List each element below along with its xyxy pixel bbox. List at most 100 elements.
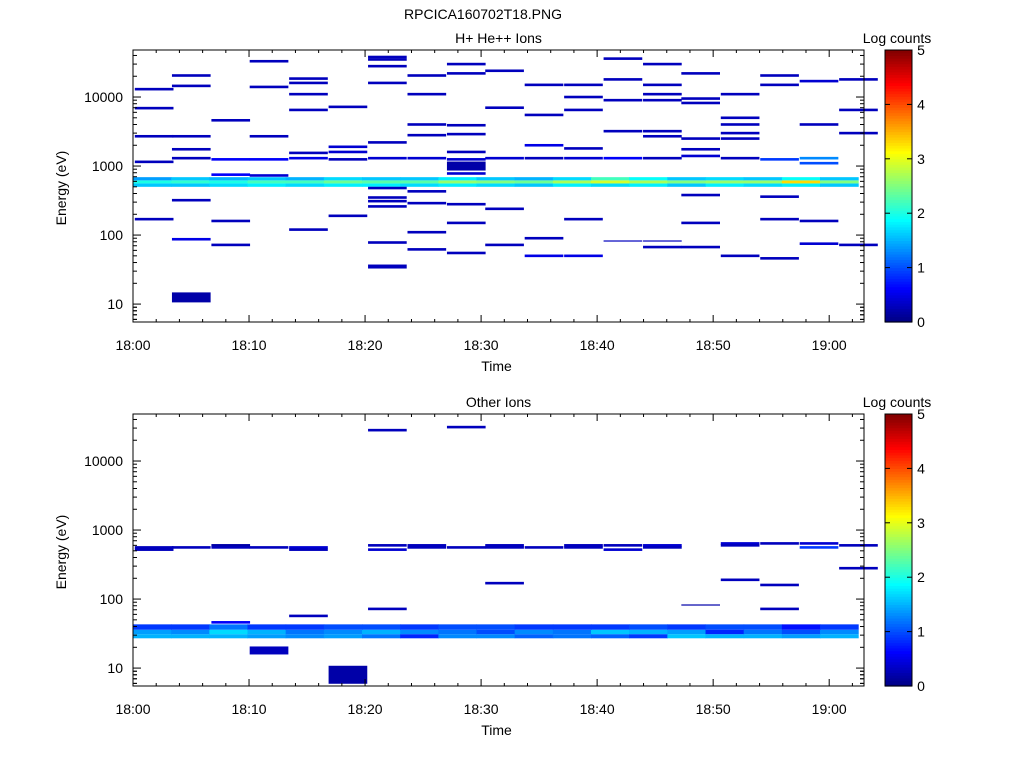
colorbar-segment [885, 637, 912, 641]
band-cell [171, 183, 210, 187]
colorbar-segment [885, 661, 912, 665]
band-cell [209, 180, 249, 184]
colorbar-segment [885, 66, 912, 70]
data-cell [289, 548, 328, 551]
colorbar-segment [885, 495, 912, 499]
band-cell [323, 183, 363, 187]
data-cell [799, 542, 839, 545]
colorbar-segment [885, 286, 912, 290]
colorbar-segment [885, 226, 912, 231]
data-cell [134, 87, 174, 91]
band-cell [705, 629, 745, 635]
colorbar-segment [885, 517, 912, 521]
data-cell [289, 81, 328, 85]
band-cell [629, 180, 668, 184]
colorbar-segment [885, 229, 912, 233]
band-cell [438, 634, 478, 639]
data-cell [368, 186, 407, 190]
colorbar-segment [885, 441, 912, 445]
colorbar-segment [885, 672, 912, 676]
colorbar-segment [885, 547, 912, 551]
band-cell [247, 183, 287, 187]
data-cell [446, 150, 486, 154]
colorbar-segment [885, 311, 912, 315]
data-cell [643, 129, 682, 133]
data-cell [368, 141, 407, 144]
colorbar-segment [885, 623, 912, 627]
band-cell [362, 177, 401, 181]
colorbar-segment [885, 313, 912, 318]
data-cell [564, 254, 603, 258]
colorbar-segment [885, 473, 912, 478]
data-cell [211, 158, 251, 161]
data-cell [603, 78, 643, 81]
colorbar-segment [885, 626, 912, 630]
colorbar-segment [885, 642, 912, 646]
colorbar-segment [885, 609, 912, 614]
colorbar-segment [885, 607, 912, 611]
colorbar-segment [885, 142, 912, 146]
colorbar-segment [885, 213, 912, 217]
band-cell [667, 629, 707, 635]
data-cell [211, 118, 251, 122]
band-cell [323, 624, 363, 630]
data-cell [760, 607, 799, 611]
colorbar-segment [885, 427, 912, 431]
band-cell [133, 634, 172, 639]
data-cell [328, 105, 368, 109]
data-cell [564, 544, 603, 547]
y-tick-label: 1000 [92, 522, 123, 538]
colorbar-segment [885, 196, 912, 201]
colorbar-segment [885, 207, 912, 212]
data-cell [211, 544, 251, 547]
colorbar-segment [885, 107, 912, 111]
colorbar-segment [885, 300, 912, 304]
colorbar-segment [885, 69, 912, 73]
colorbar-segment [885, 104, 912, 108]
data-cell [171, 198, 211, 202]
colorbar-segment [885, 172, 912, 176]
band-cell [705, 177, 745, 181]
panel-2: Other Ions 18:00 18:10 18:20 18:30 18:40 18:50… [53, 394, 931, 738]
band-cell [438, 629, 478, 635]
colorbar-segment [885, 501, 912, 505]
colorbar-segment [885, 145, 912, 149]
colorbar-segment [885, 419, 912, 423]
colorbar-segment [885, 210, 912, 214]
band-cell [552, 624, 592, 630]
y-axis-label: Energy (eV) [53, 515, 69, 590]
colorbar-segment [885, 664, 912, 668]
band-cell [209, 629, 249, 635]
band-cell [285, 634, 325, 639]
data-cell [211, 621, 251, 624]
band-cell [820, 177, 859, 181]
colorbar-segment [885, 50, 912, 54]
band-cell [629, 624, 668, 630]
data-cell [407, 201, 447, 205]
band-cell [285, 177, 325, 181]
colorbar-segment [885, 620, 912, 625]
band-cell [323, 634, 363, 639]
colorbar-segment [885, 319, 912, 323]
data-cell [485, 546, 524, 549]
band-cell [667, 180, 707, 184]
data-cell [643, 92, 682, 96]
band-cell [514, 177, 554, 181]
colorbar-segment [885, 536, 912, 540]
colorbar-segment [885, 134, 912, 138]
colorbar-segment [885, 487, 912, 491]
data-cell [249, 174, 289, 177]
colorbar-segment [885, 465, 912, 469]
x-tick-label: 18:40 [580, 337, 615, 353]
colorbar-segment [885, 438, 912, 442]
colorbar-tick-label: 3 [917, 515, 925, 531]
y-tick-label: 10 [107, 296, 123, 312]
band-cell [476, 183, 516, 187]
data-cell [368, 264, 407, 269]
band-cell [438, 183, 478, 187]
colorbar-segment [885, 305, 912, 309]
data-cell [249, 158, 289, 161]
data-cell [760, 583, 799, 587]
colorbar-segment [885, 63, 912, 67]
band-cell [667, 177, 707, 181]
